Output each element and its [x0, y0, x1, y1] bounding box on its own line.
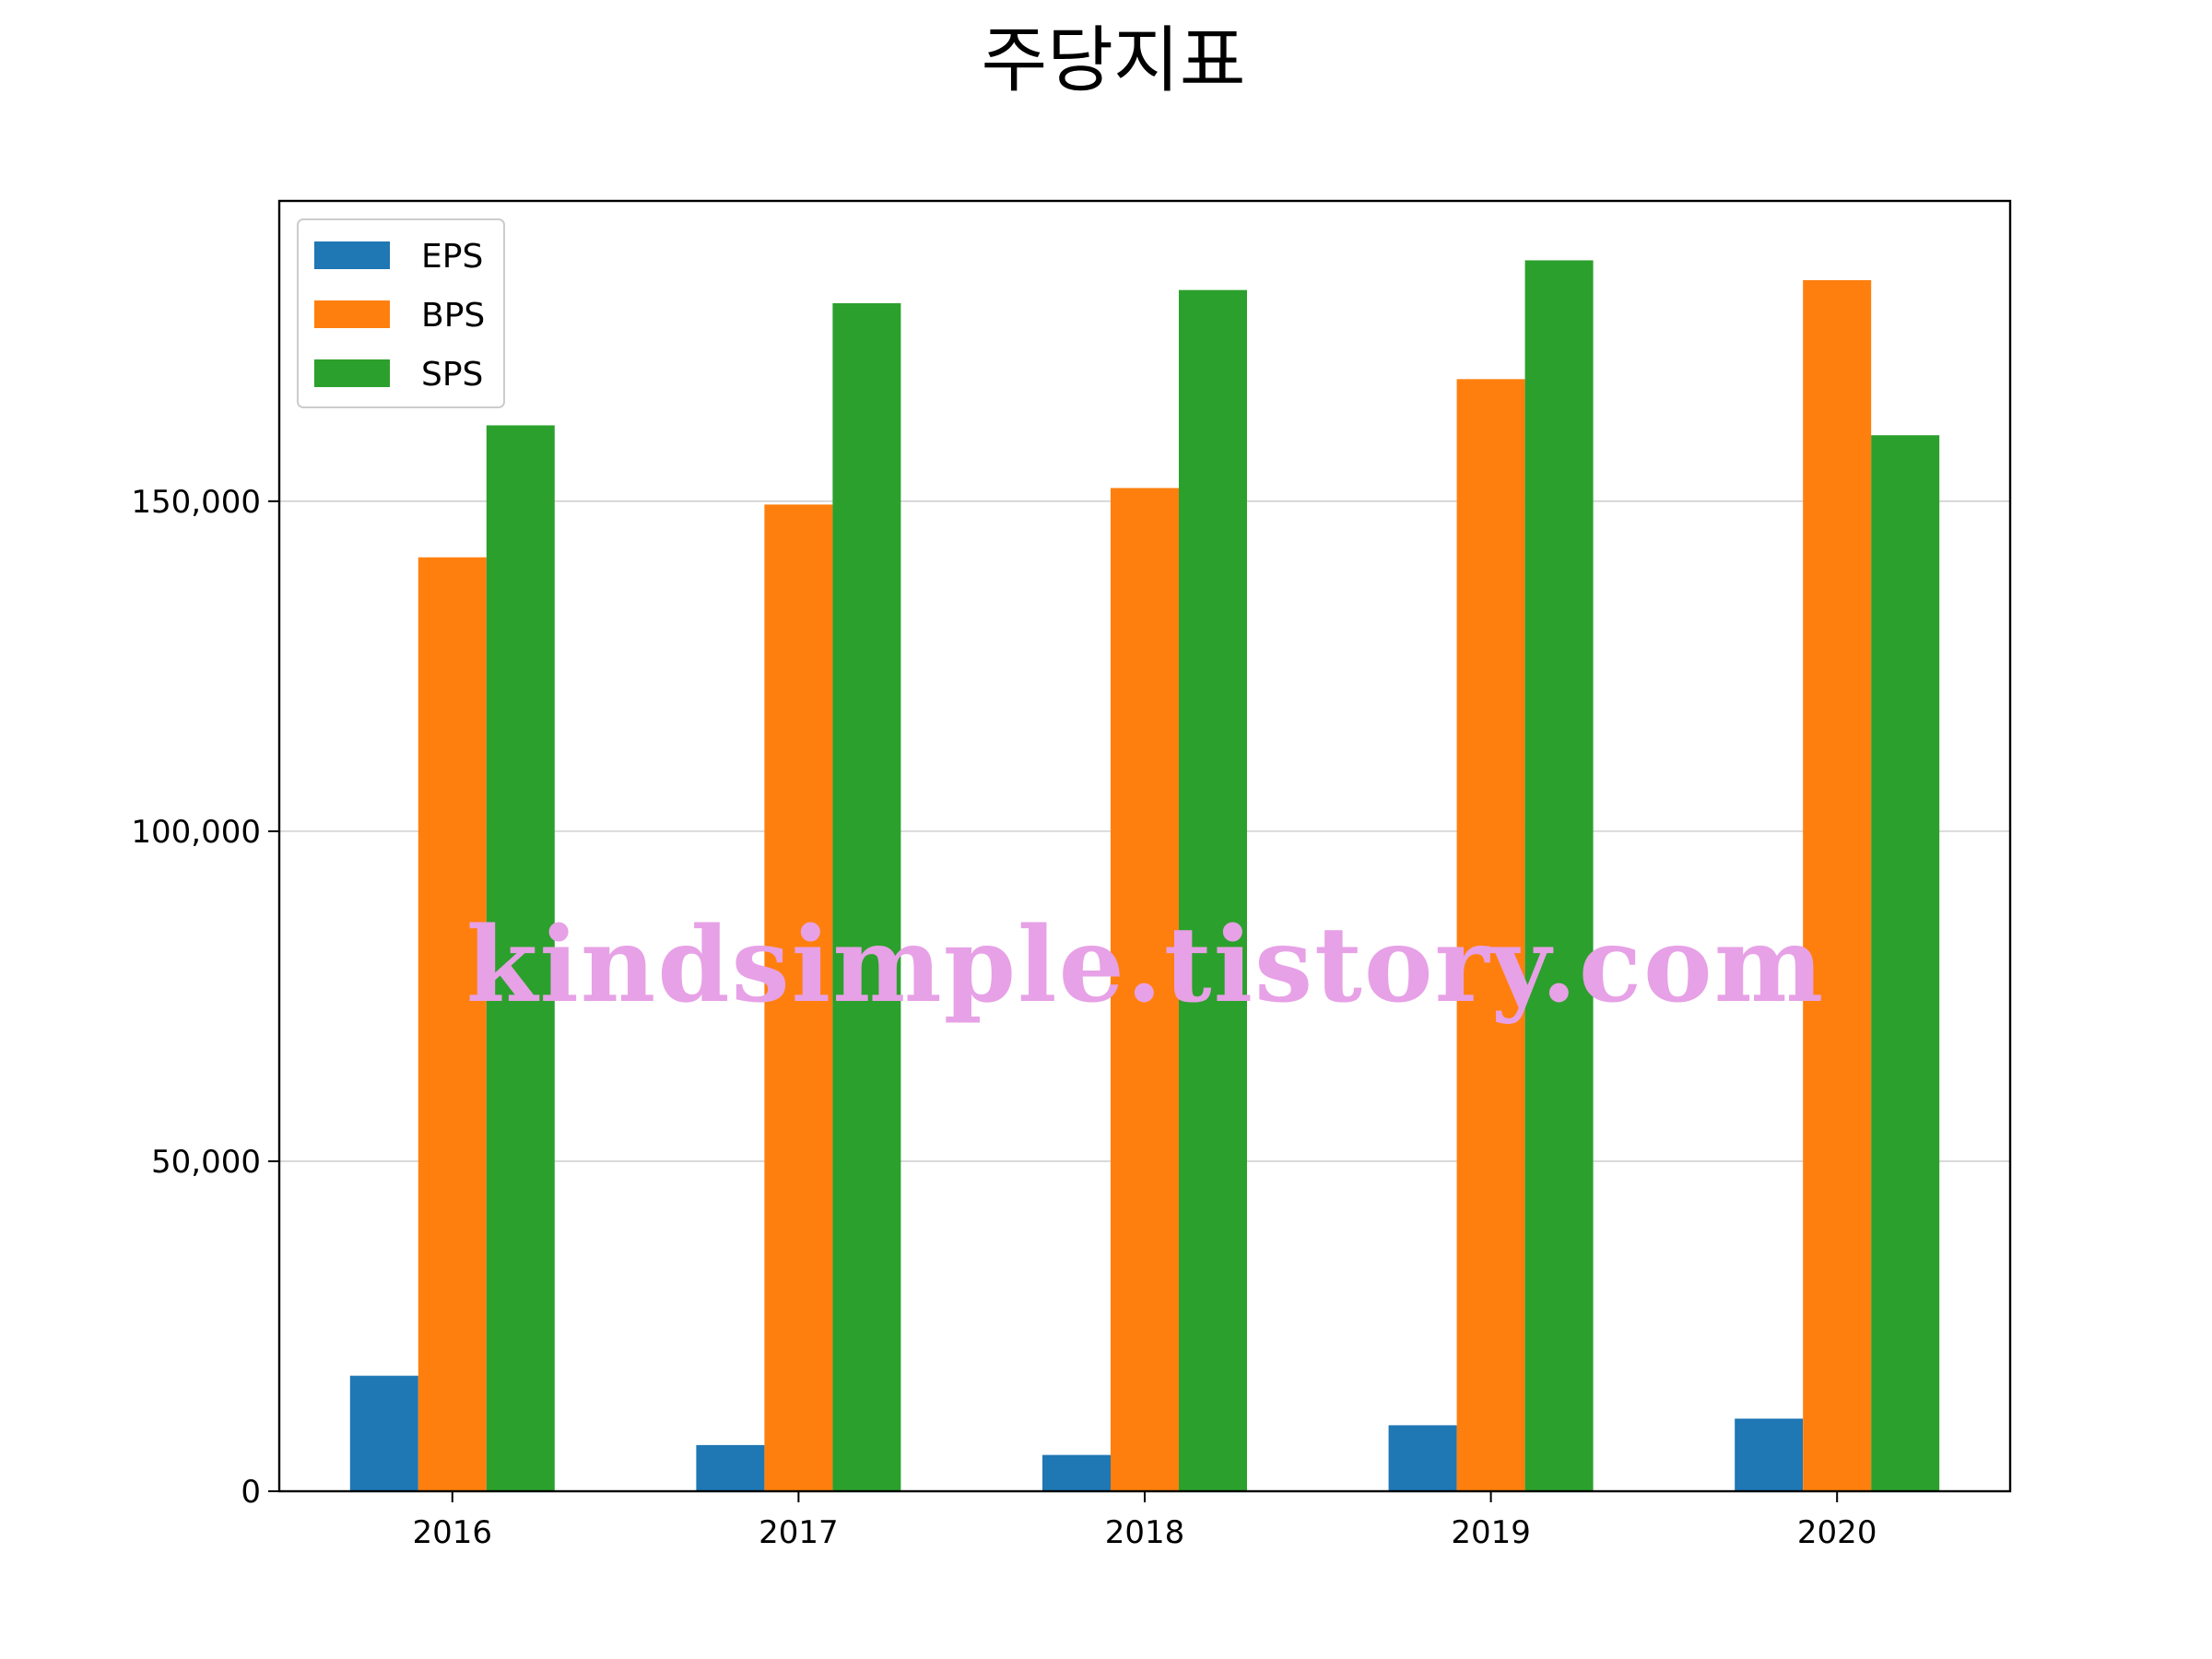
- bar-eps-2016: [349, 1375, 418, 1491]
- y-tick-label: 0: [241, 1474, 261, 1511]
- y-tick-label: 150,000: [131, 484, 261, 521]
- bar-sps-2020: [1871, 435, 1940, 1491]
- x-tick-label: 2018: [1105, 1514, 1185, 1551]
- x-tick-label: 2020: [1797, 1514, 1877, 1551]
- chart-title: 주당지표: [981, 19, 1245, 102]
- legend-swatch-sps: [314, 359, 390, 387]
- y-axis: 0 50,000 100,000 150,000: [131, 484, 279, 1511]
- bar-bps-2016: [418, 557, 487, 1491]
- x-axis: 2016 2017 2018 2019 2020: [413, 1491, 1877, 1551]
- legend-swatch-bps: [314, 300, 390, 328]
- legend-label-bps: BPS: [421, 297, 485, 335]
- bar-sps-2016: [486, 425, 555, 1491]
- bar-eps-2017: [696, 1444, 765, 1491]
- bar-eps-2018: [1042, 1454, 1111, 1491]
- bar-bps-2020: [1803, 279, 1872, 1492]
- legend-swatch-eps: [314, 241, 390, 269]
- legend-label-eps: EPS: [421, 238, 483, 276]
- legend-label-sps: SPS: [421, 356, 483, 394]
- watermark-text: kindsimple.tistory.com: [466, 905, 1826, 1026]
- bar-bps-2019: [1456, 379, 1525, 1492]
- x-tick-label: 2019: [1451, 1514, 1531, 1551]
- y-tick-label: 50,000: [151, 1144, 261, 1181]
- x-tick-label: 2017: [759, 1514, 839, 1551]
- bar-eps-2019: [1388, 1425, 1457, 1491]
- y-tick-label: 100,000: [131, 814, 261, 851]
- bar-sps-2019: [1524, 260, 1594, 1491]
- x-tick-label: 2016: [413, 1514, 493, 1551]
- bar-eps-2020: [1735, 1418, 1804, 1491]
- bar-bps-2017: [764, 504, 833, 1491]
- bar-sps-2018: [1179, 289, 1247, 1492]
- legend: EPS BPS SPS: [297, 218, 505, 408]
- plot-frame: [277, 199, 2012, 1493]
- bar-sps-2017: [832, 302, 901, 1491]
- bar-bps-2018: [1111, 488, 1179, 1491]
- bars: [349, 260, 1940, 1492]
